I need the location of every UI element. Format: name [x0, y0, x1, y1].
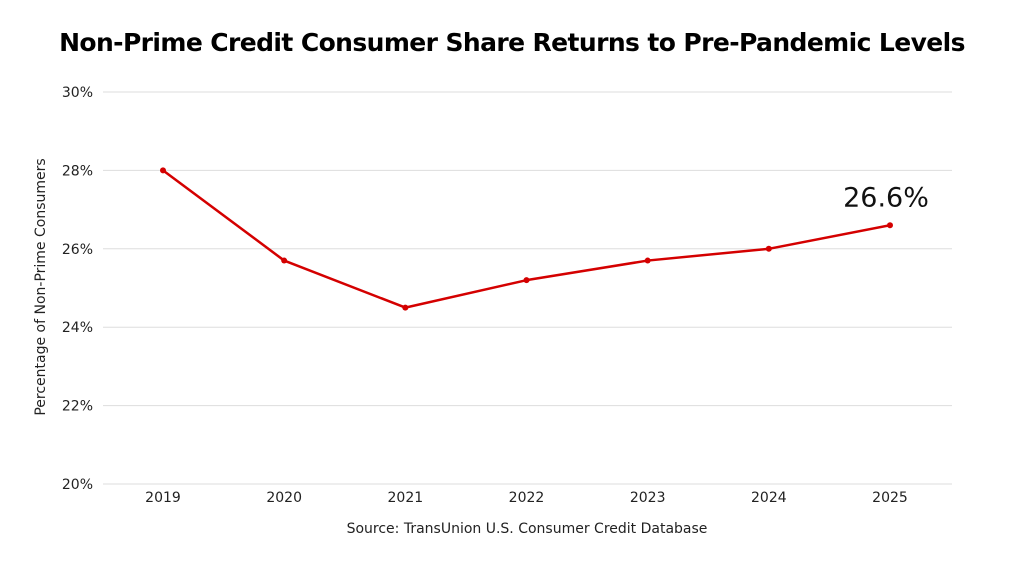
x-axis-ticks: 2019 2020 2021 2022 2023 2024 2025: [145, 490, 908, 506]
y-tick-label: 26%: [62, 242, 93, 258]
data-point: [160, 167, 166, 174]
y-tick-label: 28%: [62, 163, 93, 179]
x-tick-label: 2020: [266, 490, 302, 506]
series-line: [162, 169, 891, 309]
x-tick-label: 2025: [872, 490, 908, 506]
y-axis-ticks: 20% 22% 24% 26% 28% 30%: [62, 85, 93, 493]
data-points: [160, 167, 893, 311]
y-axis-title: Percentage of Non-Prime Consumers: [33, 158, 49, 415]
x-tick-label: 2022: [509, 490, 545, 506]
x-tick-label: 2023: [630, 490, 666, 506]
data-label: 26.6%: [843, 182, 929, 213]
y-tick-label: 22%: [62, 399, 93, 415]
data-point: [523, 277, 530, 284]
data-point: [281, 257, 288, 264]
x-tick-label: 2021: [388, 490, 424, 506]
y-tick-label: 24%: [62, 320, 93, 336]
x-tick-label: 2024: [751, 490, 787, 506]
chart-title: Non-Prime Credit Consumer Share Returns …: [59, 28, 965, 57]
data-point: [887, 222, 893, 229]
data-point: [402, 304, 409, 311]
series-line-group: [162, 169, 891, 309]
annotations: 26.6%: [843, 182, 929, 213]
y-tick-label: 30%: [62, 85, 93, 101]
gridlines: [103, 91, 952, 485]
data-point: [644, 257, 651, 264]
x-tick-label: 2019: [145, 490, 181, 506]
source-note: Source: TransUnion U.S. Consumer Credit …: [347, 521, 708, 537]
y-tick-label: 20%: [62, 477, 93, 493]
data-point: [765, 245, 772, 252]
